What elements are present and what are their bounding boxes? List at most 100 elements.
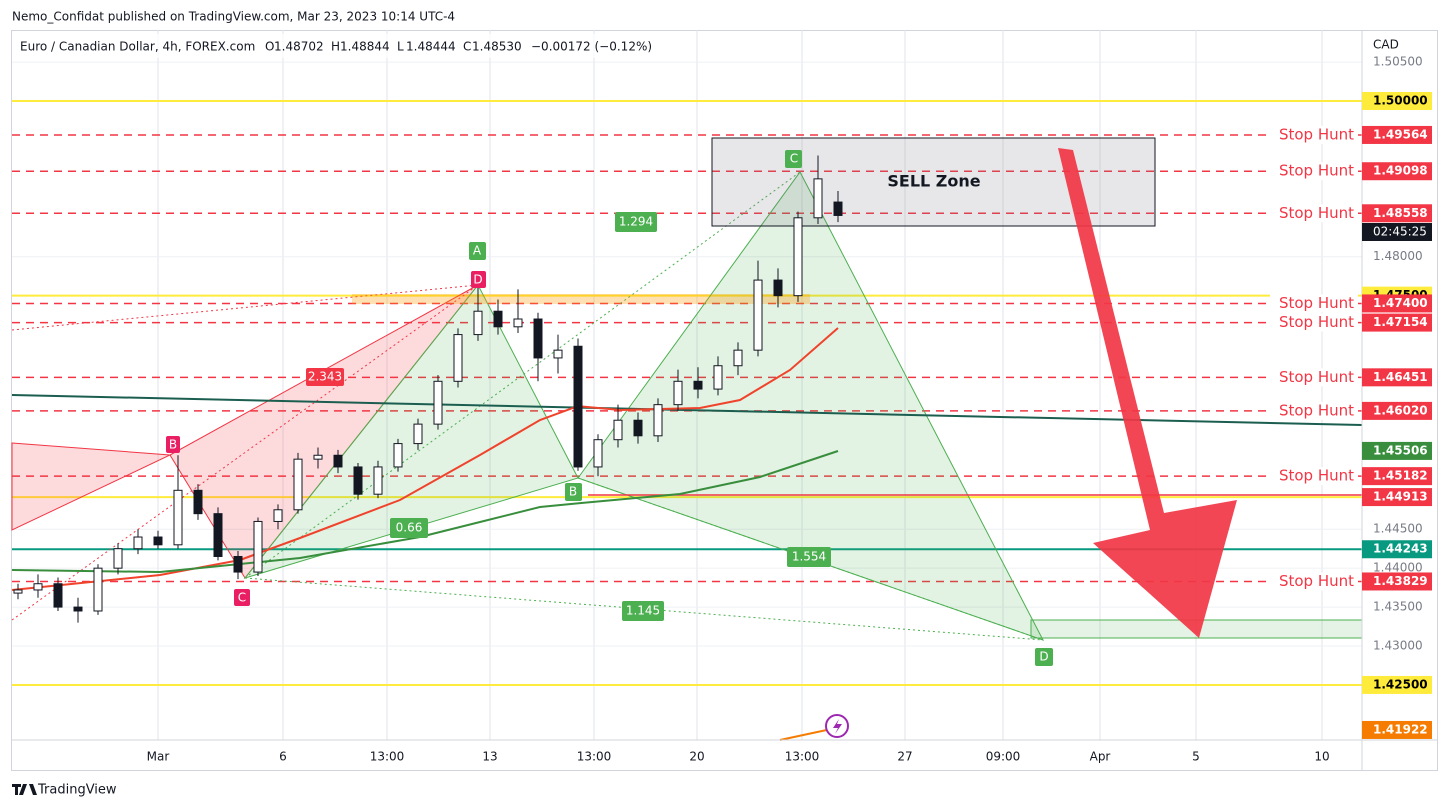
label-box (469, 242, 486, 260)
candle-body (613, 419, 623, 441)
x-tick-label: 6 (279, 750, 287, 764)
candle-body (33, 583, 43, 591)
footer: TradingView (37, 783, 117, 798)
price-label: 1.46451 (1373, 370, 1428, 384)
candle-body (313, 454, 323, 460)
x-tick-label: 20 (689, 750, 704, 764)
candle-body (473, 310, 483, 336)
ohlc-key: H (331, 40, 340, 54)
level-text-bg (1270, 313, 1358, 332)
candle-body (233, 555, 243, 573)
y-tick-label: 1.44500 (1373, 522, 1423, 536)
price-label: 1.44913 (1373, 490, 1428, 504)
level-text-bg (1270, 125, 1358, 144)
candle-body (753, 279, 763, 351)
ratio-box (622, 601, 664, 621)
ratio-label: 1.145 (626, 604, 660, 618)
publisher: Nemo_Confidat published on TradingView.c… (12, 10, 455, 24)
label-box (785, 150, 802, 168)
level-text-bg (1270, 368, 1358, 387)
level-text: Stop Hunt (1279, 368, 1354, 386)
countdown: 02:45:25 (1373, 225, 1427, 239)
x-tick-label: 10 (1314, 750, 1329, 764)
legend-bg (12, 34, 632, 58)
candle-body (333, 454, 343, 468)
arrow (1058, 148, 1237, 638)
price-label-box (1362, 572, 1432, 591)
level-text: Stop Hunt (1279, 294, 1354, 312)
ratio-label: 2.343 (308, 370, 342, 384)
candle-body (53, 583, 63, 608)
price-label-box (1362, 720, 1432, 739)
point-label: D (473, 273, 482, 287)
candle-body (393, 443, 403, 468)
level-text-bg (1270, 204, 1358, 223)
point-label: C (790, 152, 798, 166)
price-label: 1.45506 (1373, 443, 1428, 457)
ohlc-key: L (397, 40, 404, 54)
price-label: 1.47400 (1373, 296, 1428, 310)
ohlc-value: 1.48530 (472, 40, 522, 54)
price-label-box (1362, 125, 1432, 144)
candle-body (633, 419, 643, 437)
level-text: Stop Hunt (1279, 125, 1354, 143)
level-text: Stop Hunt (1279, 313, 1354, 331)
ratio-label: 1.554 (792, 550, 826, 564)
moving-average (11, 450, 839, 574)
y-tick-label: 1.44000 (1373, 561, 1423, 575)
candle-body (373, 466, 383, 495)
ratio-label: 0.66 (396, 521, 423, 535)
label-box (565, 483, 582, 501)
level-text: Stop Hunt (1279, 467, 1354, 485)
symbol: Euro / Canadian Dollar, 4h, FOREX.com (20, 40, 255, 54)
candle-body (733, 349, 743, 367)
price-label-box (1362, 441, 1432, 460)
logo (12, 784, 37, 795)
candle-body (413, 423, 423, 445)
ratio-box (615, 212, 657, 232)
candle-body (693, 380, 703, 390)
x-tick-label: 13:00 (577, 750, 612, 764)
x-tick-label: 5 (1192, 750, 1200, 764)
y-tick-label: 1.43500 (1373, 600, 1423, 614)
level-text: Stop Hunt (1279, 401, 1354, 419)
candle-body (793, 217, 803, 297)
countdown-box (1362, 223, 1432, 241)
ohlc-value: 1.48844 (340, 40, 390, 54)
point-label: D (1039, 650, 1048, 664)
price-label: 1.41922 (1373, 722, 1428, 736)
price-label: 1.42500 (1373, 677, 1428, 691)
point-label: A (473, 244, 482, 258)
candle-body (173, 489, 183, 546)
y-tick-label: 1.43000 (1373, 639, 1423, 653)
candle-body (13, 589, 23, 594)
price-label-box (1362, 204, 1432, 223)
ohlc-value: 1.48702 (274, 40, 324, 54)
price-label-box (1362, 675, 1432, 694)
grid (12, 30, 1362, 740)
level-text-bg (1270, 294, 1358, 313)
label-box (471, 271, 486, 288)
candle-body (713, 365, 723, 390)
price-label: 1.45182 (1373, 469, 1428, 483)
level-text-bg (1270, 401, 1358, 420)
price-label-box (1362, 368, 1432, 387)
level-text: Stop Hunt (1279, 162, 1354, 180)
ohlc-key: O (265, 40, 274, 54)
candle-body (73, 606, 83, 612)
candle-body (153, 536, 163, 546)
event-icon-bolt (833, 719, 842, 734)
level-text-bg (1270, 162, 1358, 181)
ratio-box (390, 518, 428, 538)
candle-body (453, 334, 463, 382)
price-axis (1362, 31, 1437, 770)
candle-body (653, 404, 663, 437)
price-label: 1.50000 (1373, 94, 1428, 108)
candle-body (253, 520, 263, 573)
candle-body (93, 567, 103, 612)
candle-body (573, 345, 583, 468)
candle-body (533, 318, 543, 359)
ohlc-key: C (463, 40, 471, 54)
price-label-box (1362, 162, 1432, 181)
